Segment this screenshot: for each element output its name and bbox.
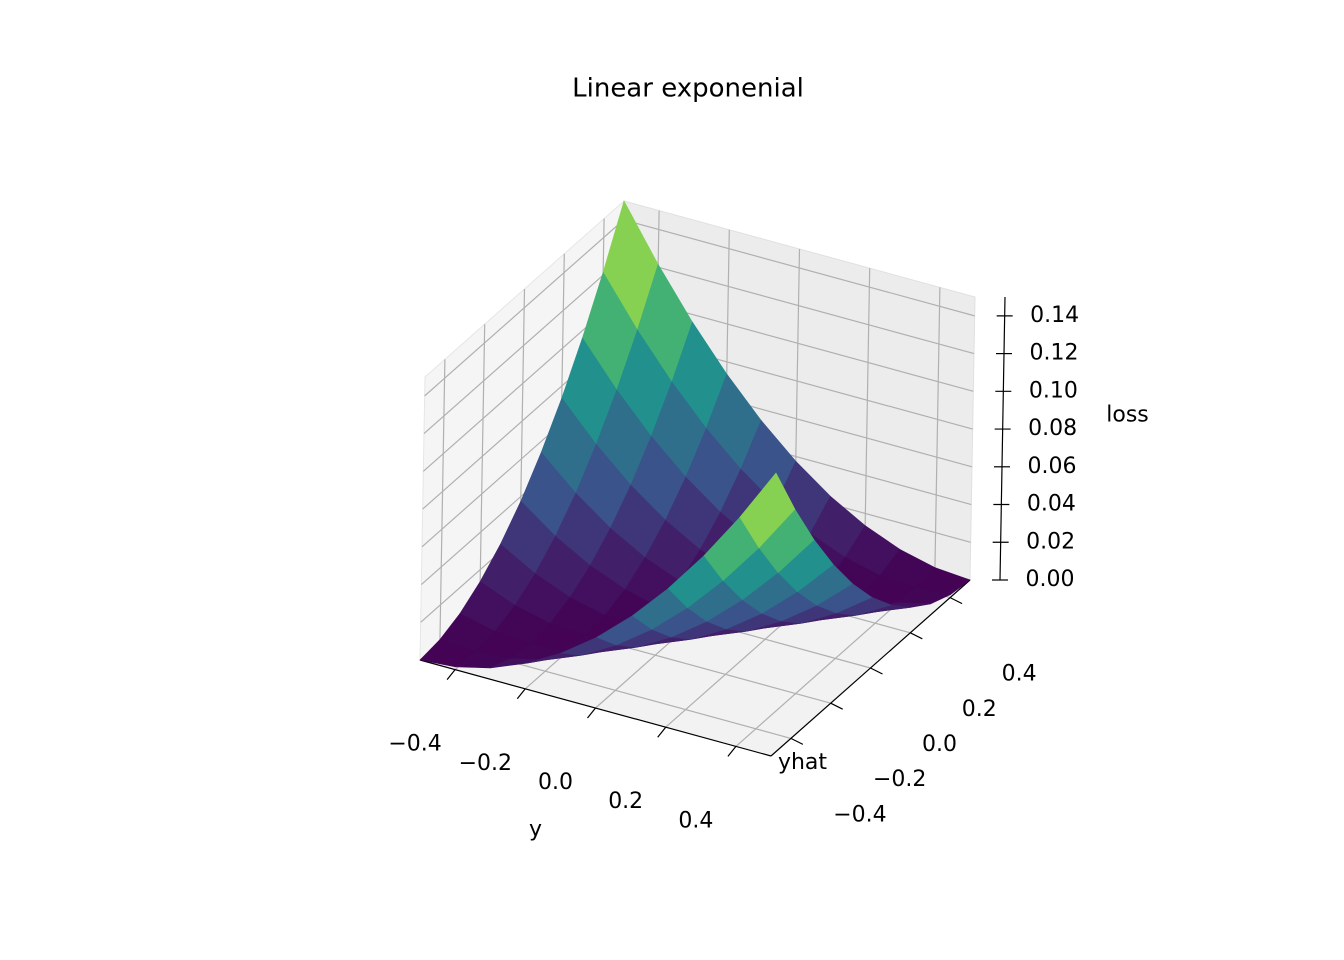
grid-line xyxy=(934,287,941,571)
tick-mark xyxy=(727,746,737,757)
x-tick-label: 0.4 xyxy=(678,808,713,833)
tick-mark xyxy=(587,707,596,719)
z-tick-label: 0.10 xyxy=(1029,378,1078,403)
z-tick-label: 0.00 xyxy=(1026,567,1075,592)
y-axis-label: yhat xyxy=(778,750,827,775)
z-tick-label: 0.06 xyxy=(1028,454,1077,479)
y-tick-label: 0.4 xyxy=(1002,662,1037,687)
z-tick-label: 0.02 xyxy=(1026,529,1075,554)
grid-line xyxy=(423,257,624,435)
x-tick-label: −0.4 xyxy=(388,732,441,757)
tick-mark xyxy=(657,726,667,738)
grid-line xyxy=(622,257,975,355)
z-tick-label: 0.08 xyxy=(1028,416,1077,441)
y-axis-line xyxy=(770,579,971,757)
y-tick-label: 0.0 xyxy=(922,732,957,757)
z-tick-label: 0.04 xyxy=(1027,492,1076,517)
z-axis-label: loss xyxy=(1106,403,1149,428)
tick-mark xyxy=(830,702,843,710)
grid-line xyxy=(424,219,625,397)
tick-mark xyxy=(790,737,804,745)
y-tick-label: −0.4 xyxy=(833,802,886,827)
x-tick-label: 0.0 xyxy=(538,770,573,795)
z-axis-line xyxy=(999,296,1006,581)
grid-line xyxy=(439,359,446,643)
x-tick-label: 0.2 xyxy=(608,789,643,814)
surface-patch xyxy=(739,472,796,549)
tick-mark xyxy=(516,688,526,700)
chart-title: Linear exponenial xyxy=(572,74,804,104)
y-tick-label: −0.2 xyxy=(873,767,926,792)
tick-mark xyxy=(446,669,456,680)
grid-line xyxy=(479,324,486,608)
grid-line xyxy=(623,219,975,317)
x-tick-label: −0.2 xyxy=(459,751,512,776)
x-axis-label: y xyxy=(529,817,542,842)
tick-mark xyxy=(949,597,963,605)
x-axis-line xyxy=(419,659,772,757)
z-tick-label: 0.14 xyxy=(1030,303,1079,328)
z-tick-label: 0.12 xyxy=(1030,341,1079,366)
grid-line xyxy=(864,268,871,552)
tick-mark xyxy=(910,632,923,640)
tick-mark xyxy=(870,667,883,675)
y-tick-label: 0.2 xyxy=(962,697,997,722)
